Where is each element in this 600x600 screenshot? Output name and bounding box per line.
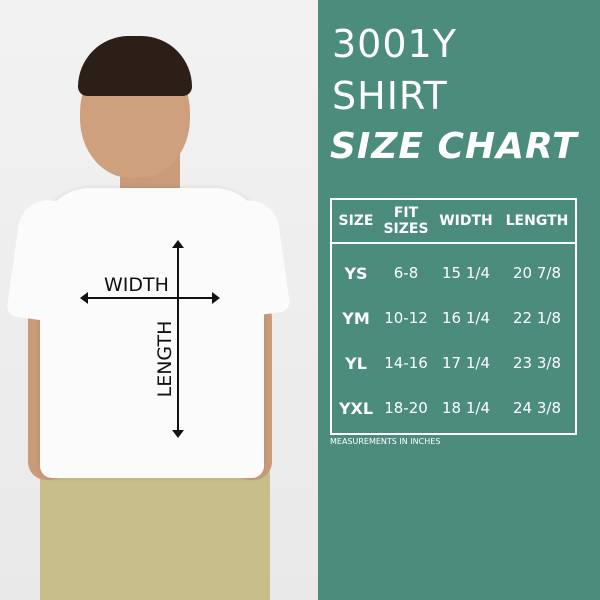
- title-size-chart: SIZE CHART: [330, 126, 578, 167]
- table-row: YM 10-12 16 1/4 22 1/8: [332, 309, 575, 333]
- title-model: 3001Y: [332, 22, 457, 66]
- length-arrow: [177, 244, 179, 436]
- width-label: WIDTH: [104, 274, 169, 296]
- hair: [78, 36, 192, 96]
- size-cell: YXL: [338, 399, 374, 418]
- width-cell: 15 1/4: [442, 264, 490, 282]
- width-cell: 18 1/4: [442, 399, 490, 417]
- size-cell: YS: [344, 264, 368, 283]
- header-length: LENGTH: [505, 213, 569, 229]
- length-cell: 22 1/8: [513, 309, 561, 327]
- size-cell: YL: [345, 354, 367, 373]
- header-width: WIDTH: [439, 213, 493, 229]
- header-fit-sizes: FIT SIZES: [383, 205, 429, 237]
- fit-sizes-cell: 10-12: [384, 309, 428, 327]
- size-cell: YM: [342, 309, 370, 328]
- length-cell: 24 3/8: [513, 399, 561, 417]
- width-cell: 17 1/4: [442, 354, 490, 372]
- table-row: YS 6-8 15 1/4 20 7/8: [332, 264, 575, 288]
- measurement-note: MEASUREMENTS IN INCHES: [330, 437, 441, 446]
- length-cell: 23 3/8: [513, 354, 561, 372]
- size-chart-panel: 3001Y SHIRT SIZE CHART SIZE FIT SIZES WI…: [318, 0, 600, 600]
- length-cell: 20 7/8: [513, 264, 561, 282]
- length-label: LENGTH: [154, 320, 176, 398]
- title-product: SHIRT: [332, 74, 448, 118]
- table-header: SIZE FIT SIZES WIDTH LENGTH: [332, 200, 575, 244]
- table-row: YXL 18-20 18 1/4 24 3/8: [332, 399, 575, 423]
- table-row: YL 14-16 17 1/4 23 3/8: [332, 354, 575, 378]
- fit-sizes-cell: 18-20: [384, 399, 428, 417]
- width-cell: 16 1/4: [442, 309, 490, 327]
- header-size: SIZE: [338, 213, 374, 229]
- size-table: SIZE FIT SIZES WIDTH LENGTH YS 6-8 15 1/4 2…: [330, 198, 577, 435]
- pants: [40, 455, 270, 600]
- fit-sizes-cell: 6-8: [393, 264, 419, 282]
- width-arrow: [82, 297, 218, 299]
- fit-sizes-cell: 14-16: [384, 354, 428, 372]
- product-photo: WIDTH LENGTH: [0, 0, 318, 600]
